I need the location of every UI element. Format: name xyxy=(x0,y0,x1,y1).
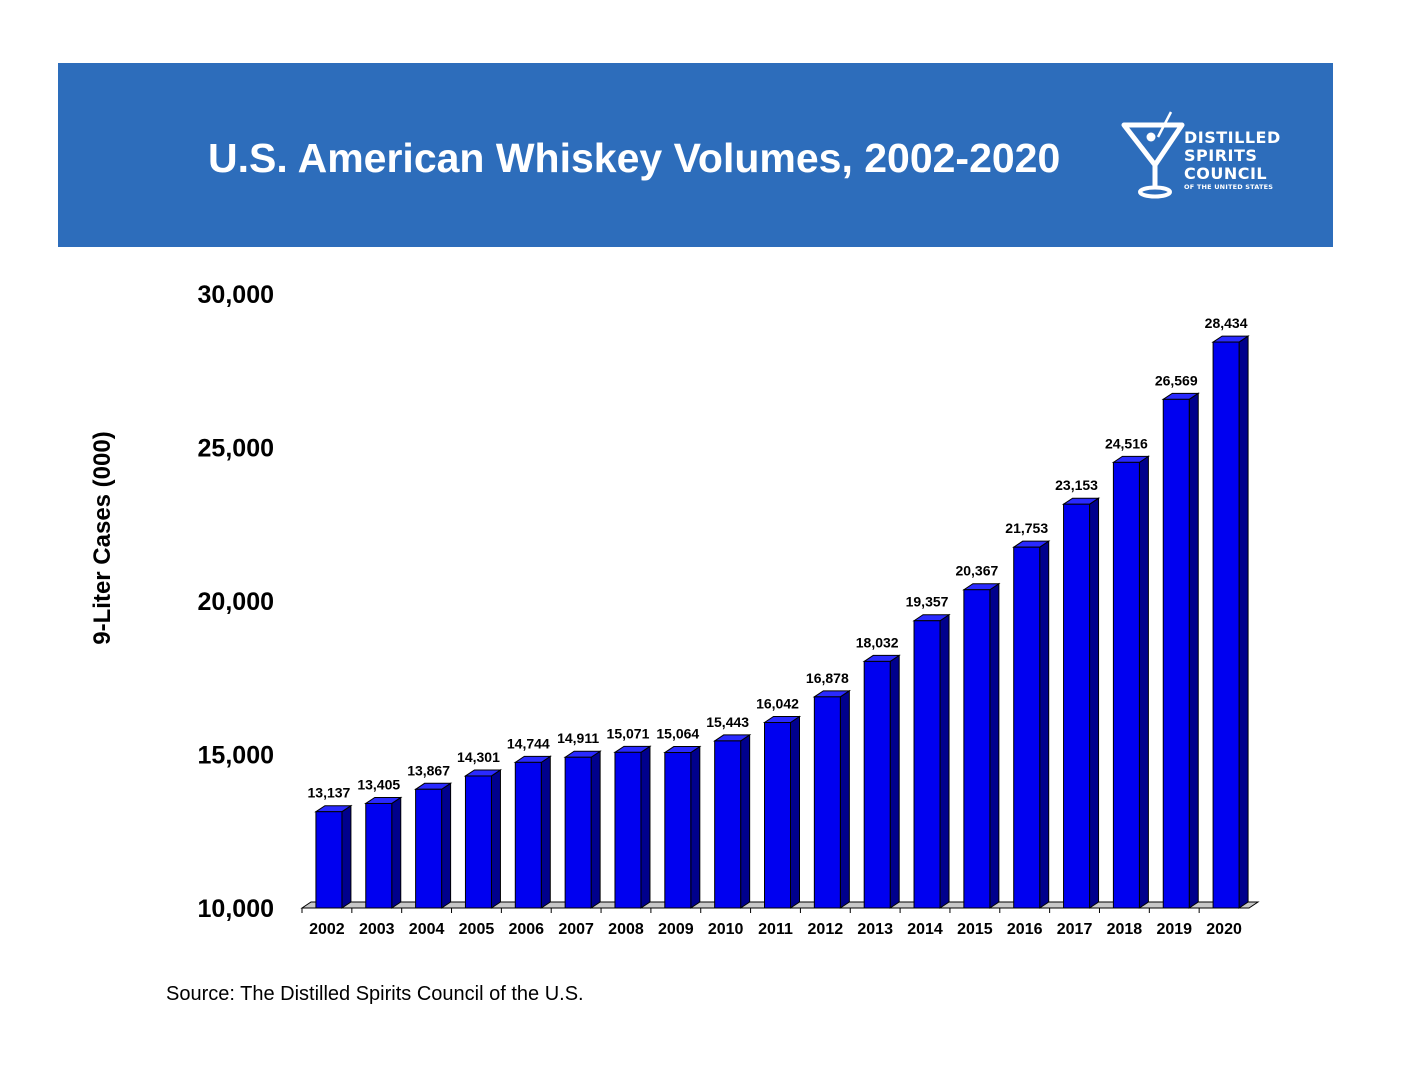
title-banner: U.S. American Whiskey Volumes, 2002-2020… xyxy=(58,63,1333,247)
bar-side xyxy=(790,715,800,909)
bar-side xyxy=(989,582,1000,909)
x-tick-label: 2016 xyxy=(1007,921,1043,938)
data-label: 19,357 xyxy=(906,594,949,610)
data-label: 14,301 xyxy=(457,749,500,765)
x-tick-label: 2020 xyxy=(1206,921,1242,938)
data-label: 14,744 xyxy=(507,735,550,751)
data-label: 24,516 xyxy=(1105,435,1148,451)
data-label: 16,042 xyxy=(756,696,799,712)
bar xyxy=(315,811,343,909)
bar-side xyxy=(590,750,601,909)
data-label: 26,569 xyxy=(1155,372,1198,388)
logo-line-council: COUNCIL xyxy=(1184,164,1268,183)
data-label: 21,753 xyxy=(1005,520,1048,536)
bar xyxy=(1162,398,1190,909)
bar-side xyxy=(441,782,452,909)
x-tick-label: 2018 xyxy=(1107,921,1143,938)
data-label: 20,367 xyxy=(955,563,998,579)
bar-side xyxy=(889,654,900,909)
bar-side xyxy=(391,796,402,909)
x-tick-label: 2003 xyxy=(359,921,395,938)
logo-line-spirits: SPIRITS xyxy=(1184,146,1258,165)
bar xyxy=(464,775,492,909)
bar-side xyxy=(341,804,352,909)
bar xyxy=(963,589,991,909)
bar xyxy=(365,802,393,909)
x-tick-label: 2011 xyxy=(758,921,793,938)
bar xyxy=(1063,503,1091,909)
bar xyxy=(714,740,742,909)
bar xyxy=(614,751,642,909)
y-tick-label: 15,000 xyxy=(198,742,274,770)
data-label: 13,867 xyxy=(407,762,450,778)
x-tick-label: 2013 xyxy=(857,921,893,938)
bar-side xyxy=(490,769,501,909)
bar-side xyxy=(690,745,701,909)
bar xyxy=(415,788,443,909)
x-tick-label: 2019 xyxy=(1156,921,1192,938)
data-label: 16,878 xyxy=(806,670,849,686)
data-label: 15,064 xyxy=(656,726,699,742)
bar-side xyxy=(740,733,751,909)
bar xyxy=(564,756,592,909)
x-tick-label: 2006 xyxy=(508,921,544,938)
x-tick-label: 2002 xyxy=(309,921,345,938)
data-label: 13,137 xyxy=(308,785,351,801)
bar-side xyxy=(1188,392,1199,909)
bar xyxy=(1212,341,1240,909)
chart-title: U.S. American Whiskey Volumes, 2002-2020 xyxy=(208,135,1061,181)
y-tick-label: 25,000 xyxy=(198,435,274,463)
x-tick-label: 2008 xyxy=(608,921,644,938)
bar xyxy=(764,722,791,909)
bar-side xyxy=(1138,455,1149,909)
x-tick-label: 2015 xyxy=(957,921,993,938)
x-tick-label: 2007 xyxy=(558,921,594,938)
bar xyxy=(863,660,891,909)
bar-side xyxy=(1089,497,1100,909)
data-label: 18,032 xyxy=(856,634,899,650)
data-label: 15,443 xyxy=(706,714,749,730)
y-tick-label: 10,000 xyxy=(198,895,274,923)
bar xyxy=(813,696,841,909)
data-label: 13,405 xyxy=(357,776,400,792)
y-tick-label: 30,000 xyxy=(198,281,274,309)
x-tick-label: 2010 xyxy=(708,921,744,938)
x-tick-label: 2012 xyxy=(808,921,844,938)
data-label: 23,153 xyxy=(1055,477,1098,493)
x-tick-label: 2004 xyxy=(409,921,445,938)
data-label: 28,434 xyxy=(1205,315,1248,331)
bar-side xyxy=(1039,540,1050,909)
bar xyxy=(1112,461,1140,909)
martini-glass-icon xyxy=(1121,111,1185,199)
bar xyxy=(1013,546,1041,909)
dscus-logo: DISTILLED SPIRITS COUNCIL OF THE UNITED … xyxy=(1120,107,1320,207)
logo-line-distilled: DISTILLED xyxy=(1184,128,1281,147)
logo-line-us: OF THE UNITED STATES xyxy=(1184,183,1274,191)
bar-side xyxy=(839,689,850,909)
bar-side xyxy=(939,613,950,909)
x-tick-label: 2009 xyxy=(658,921,694,938)
x-tick-label: 2014 xyxy=(907,921,943,938)
source-note: Source: The Distilled Spirits Council of… xyxy=(166,983,584,1005)
data-label: 15,071 xyxy=(607,725,650,741)
bar-side xyxy=(640,745,651,909)
bar xyxy=(913,620,941,909)
bar-side xyxy=(1238,335,1249,909)
bar xyxy=(664,752,692,909)
bar-side xyxy=(540,755,551,909)
bar xyxy=(514,761,542,909)
data-label: 14,911 xyxy=(557,730,599,746)
x-tick-label: 2017 xyxy=(1057,921,1093,938)
y-axis-title: 9-Liter Cases (000) xyxy=(89,431,116,645)
x-tick-label: 2005 xyxy=(459,921,495,938)
y-tick-label: 20,000 xyxy=(198,588,274,616)
